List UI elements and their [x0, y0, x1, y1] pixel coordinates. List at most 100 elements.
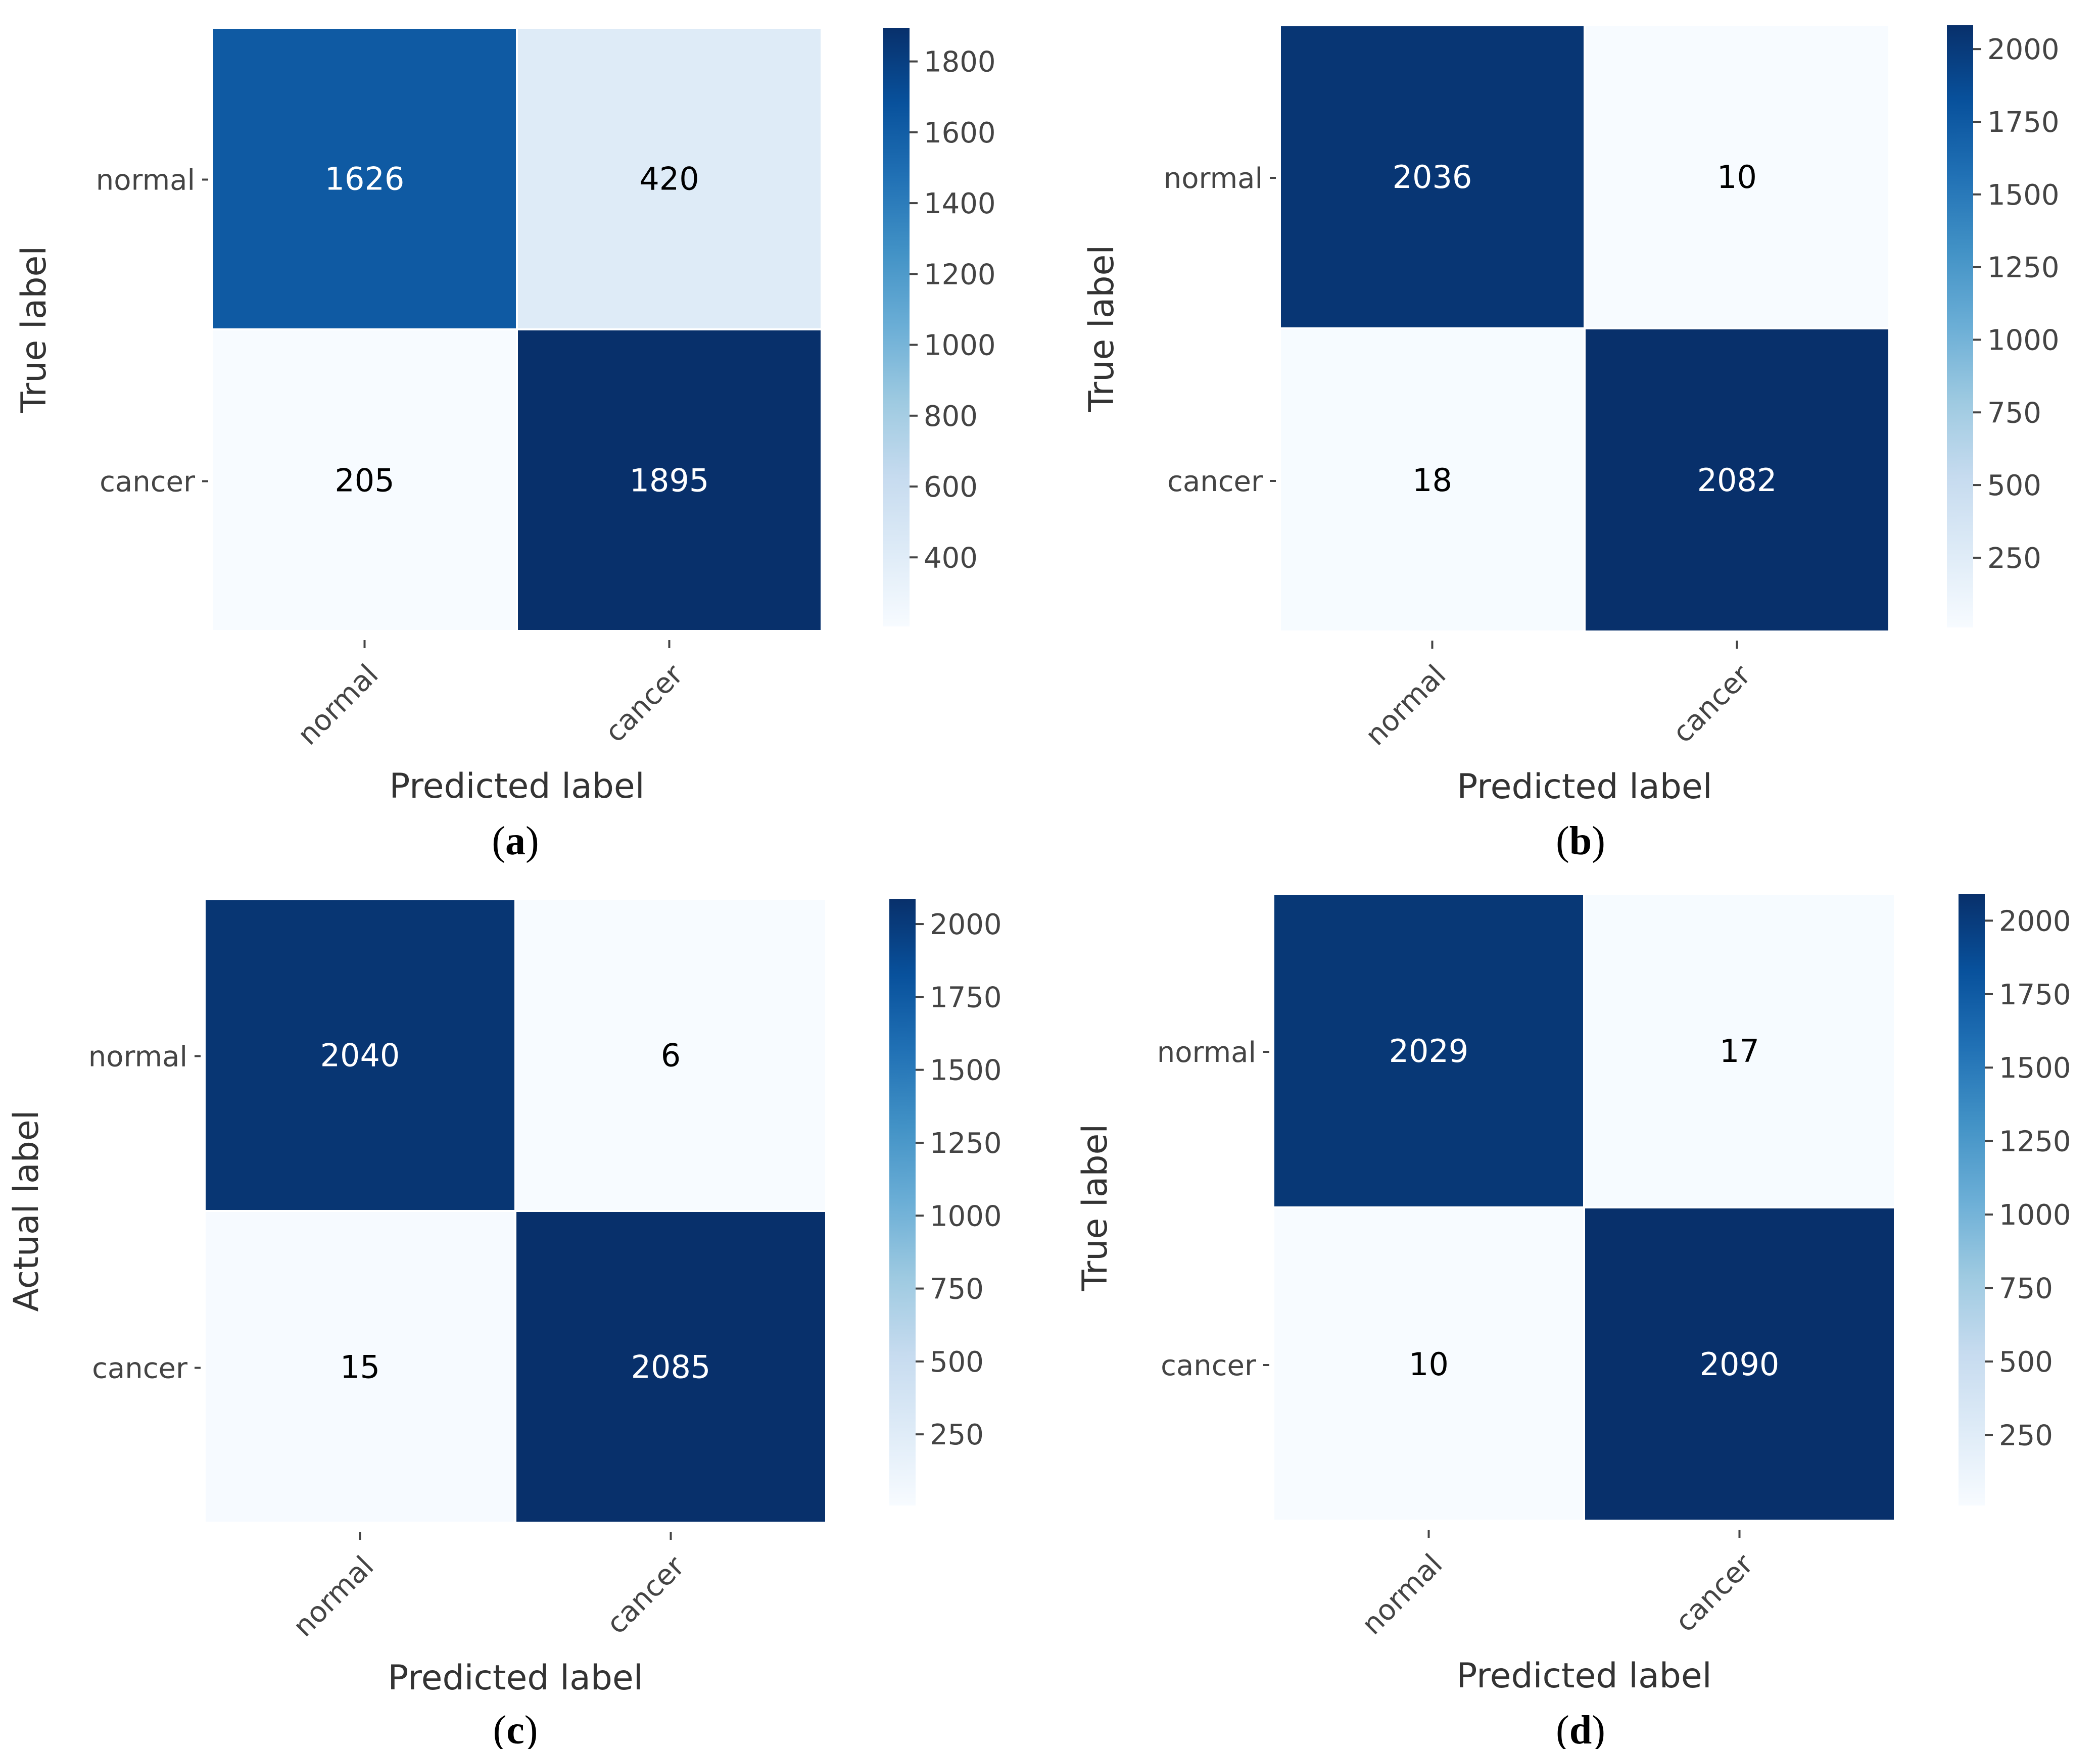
confusion-matrix-b: 2036 10 18 2082 normal cancer normal cancer Pred…	[1082, 24, 2060, 807]
x-axis-label: Predicted label	[1457, 767, 1712, 807]
heatmap-cell-r0-c1	[514, 898, 827, 1212]
cell-value-label: 2090	[1700, 1346, 1780, 1383]
confusion-matrix-panel-c: 2040 6 15 2085 normal cancer normal cancer Predi…	[0, 874, 1050, 1749]
x-tick-label: normal	[287, 1550, 380, 1643]
colorbar-tick-label: 2000	[930, 908, 1002, 941]
caption-letter-b: b	[1569, 819, 1592, 863]
y-axis-label: True label	[1075, 1124, 1115, 1292]
colorbar-tick-label: 250	[1999, 1419, 2053, 1452]
colorbar-tick-label: 1250	[930, 1127, 1002, 1160]
x-tick-label: normal	[292, 658, 385, 752]
heatmap-cell-r0-c0	[204, 898, 516, 1212]
y-tick-label: cancer	[100, 466, 196, 499]
x-tick-label: cancer	[599, 658, 690, 749]
colorbar-tick-label: 600	[924, 471, 978, 504]
heatmap-cell-r0-c0	[1279, 24, 1586, 329]
confusion-matrix-panel-b: 2036 10 18 2082 normal cancer normal cancer Pred…	[1050, 0, 2100, 874]
colorbar-tick-label: 1000	[1987, 324, 2060, 357]
confusion-matrix-panel-a: 1626 420 205 1895 normal cancer normal cancer Pr…	[0, 0, 1050, 874]
y-tick-label: cancer	[92, 1352, 188, 1385]
colorbar-tick-label: 1750	[930, 981, 1002, 1014]
y-tick-label: normal	[88, 1041, 187, 1074]
cell-value-label: 6	[661, 1037, 681, 1074]
cell-value-label: 10	[1717, 159, 1757, 196]
cell-value-label: 17	[1720, 1033, 1759, 1070]
colorbar-tick-label: 1400	[924, 187, 996, 220]
colorbar-tick-label: 2000	[1999, 905, 2071, 938]
heatmap-cell-r0-c0	[1272, 893, 1585, 1208]
heatmap-cell-r1-c1	[514, 1210, 827, 1524]
panel-caption-c: (c)	[465, 1708, 566, 1749]
x-tick-label: cancer	[1669, 1547, 1760, 1638]
colorbar-tick-label: 1000	[930, 1200, 1002, 1233]
confusion-matrix-c: 2040 6 15 2085 normal cancer normal cancer Predi…	[7, 898, 1002, 1698]
cell-value-label: 2029	[1389, 1033, 1469, 1070]
confusion-matrix-a: 1626 420 205 1895 normal cancer normal cancer Pr…	[14, 27, 996, 806]
colorbar-tick-label: 1500	[1999, 1052, 2071, 1085]
cell-value-label: 2085	[631, 1349, 711, 1386]
colorbar-tick-label: 1600	[924, 117, 996, 150]
y-tick-label: normal	[1164, 162, 1263, 195]
colorbar-tick-label: 1000	[1999, 1199, 2071, 1232]
colorbar-tick-label: 750	[1999, 1273, 2053, 1305]
y-tick-label: normal	[1157, 1036, 1256, 1069]
heatmap-cell-r1-c1	[1584, 327, 1890, 633]
panel-caption-b: (b)	[1556, 819, 1605, 863]
colorbar-tick-label: 750	[930, 1273, 984, 1306]
cell-value-label: 205	[335, 462, 394, 499]
heatmap-cell-r1-c0	[211, 328, 518, 632]
caption-letter-a: a	[505, 819, 526, 863]
colorbar-tick-label: 1750	[1999, 979, 2071, 1011]
colorbar	[883, 28, 910, 626]
colorbar-tick-label: 250	[930, 1419, 984, 1451]
cell-value-label: 2082	[1697, 462, 1777, 499]
y-tick-label: cancer	[1167, 465, 1263, 498]
confusion-matrix-d: 2029 17 10 2090 normal cancer normal cancer Pred…	[1075, 893, 2071, 1696]
y-axis-label: True label	[14, 246, 54, 414]
caption-letter-d: d	[1569, 1708, 1592, 1749]
colorbar	[1947, 25, 1973, 627]
caption-letter-c: c	[506, 1708, 524, 1749]
x-axis-label: Predicted label	[1456, 1656, 1711, 1696]
heatmap-cell-r0-c0	[211, 27, 518, 330]
colorbar-tick-label: 2000	[1987, 33, 2060, 66]
colorbar-tick-label: 1250	[1999, 1126, 2071, 1158]
colorbar-tick-label: 1500	[1987, 179, 2060, 212]
heatmap-cell-r0-c1	[516, 27, 823, 330]
cell-value-label: 1626	[325, 161, 405, 198]
heatmap-cell-r1-c0	[204, 1210, 516, 1524]
colorbar-tick-label: 1500	[930, 1054, 1002, 1087]
cell-value-label: 18	[1412, 462, 1452, 499]
colorbar-tick-label: 500	[930, 1346, 984, 1379]
heatmap-cell-r1-c1	[1583, 1206, 1896, 1522]
colorbar-tick-label: 500	[1999, 1346, 2053, 1379]
colorbar	[889, 899, 916, 1505]
colorbar-tick-label: 1250	[1987, 252, 2060, 284]
cell-value-label: 2036	[1393, 159, 1472, 196]
y-axis-label: True label	[1082, 245, 1122, 413]
x-axis-label: Predicted label	[388, 1658, 643, 1698]
colorbar-tick-label: 1800	[924, 46, 996, 79]
x-tick-label: cancer	[1666, 658, 1757, 749]
y-tick-label: cancer	[1161, 1349, 1257, 1382]
colorbar-tick-label: 1000	[924, 329, 996, 362]
colorbar-tick-label: 500	[1987, 469, 2041, 502]
confusion-matrix-panel-d: 2029 17 10 2090 normal cancer normal cancer Pred…	[1050, 874, 2100, 1749]
colorbar-tick-label: 750	[1987, 397, 2041, 429]
x-axis-label: Predicted label	[389, 766, 644, 806]
colorbar-tick-label: 400	[924, 542, 978, 574]
cell-value-label: 2040	[320, 1037, 400, 1074]
heatmap-cell-r0-c1	[1583, 893, 1896, 1208]
cell-value-label: 15	[340, 1349, 380, 1386]
x-tick-label: normal	[1359, 659, 1453, 752]
colorbar-tick-label: 800	[924, 400, 978, 433]
cell-value-label: 420	[639, 161, 699, 198]
y-axis-label: Actual label	[7, 1110, 46, 1311]
heatmap-cell-r1-c0	[1279, 327, 1586, 633]
colorbar-tick-label: 1200	[924, 258, 996, 291]
colorbar-tick-label: 250	[1987, 542, 2041, 575]
heatmap-cell-r1-c0	[1272, 1206, 1585, 1522]
x-tick-label: cancer	[600, 1549, 691, 1640]
cell-value-label: 10	[1409, 1346, 1449, 1383]
